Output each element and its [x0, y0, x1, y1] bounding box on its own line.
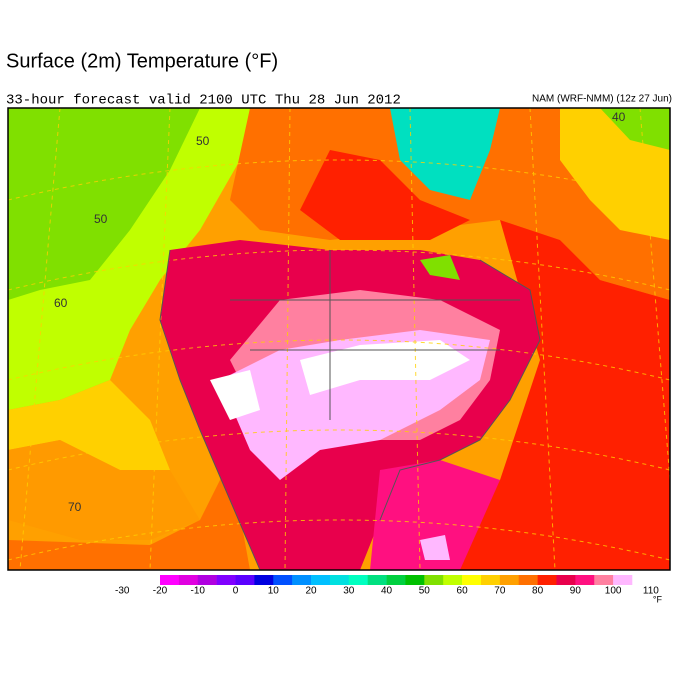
- colorbar-tick-label: 40: [381, 586, 393, 597]
- color-swatch: [537, 575, 557, 585]
- title: Surface (2m) Temperature (°F): [6, 50, 278, 72]
- color-swatch: [613, 575, 633, 585]
- colorbar: -30 -20 -10 0 10 20 30 40 50 60 70 80 90 100 110: [115, 575, 659, 597]
- color-swatch: [254, 575, 274, 585]
- contour-label: 70: [68, 500, 82, 514]
- color-swatch: [575, 575, 595, 585]
- contour-label: 40: [612, 110, 626, 124]
- colorbar-tick-label: -10: [191, 586, 206, 597]
- colorbar-tick-label: 10: [268, 586, 280, 597]
- color-swatch: [178, 575, 199, 585]
- color-swatch: [424, 575, 444, 585]
- color-swatch: [160, 575, 180, 585]
- colorbar-tick-label: 30: [343, 586, 355, 597]
- color-swatch: [367, 575, 387, 585]
- map: 50 60 70 40 50: [7, 107, 671, 571]
- color-swatch: [292, 575, 312, 585]
- colorbar-tick-label: 0: [233, 586, 239, 597]
- color-swatch: [594, 575, 614, 585]
- colorbar-tick-label: 90: [570, 586, 582, 597]
- colorbar-tick-label: 50: [419, 586, 431, 597]
- colorbar-tick-label: -30: [115, 586, 130, 597]
- color-swatch: [216, 575, 236, 585]
- colorbar-tick-label: 70: [494, 586, 506, 597]
- contour-label: 60: [54, 296, 68, 310]
- colorbar-tick-label: 20: [305, 586, 317, 597]
- color-swatch: [443, 575, 463, 585]
- color-swatch: [386, 575, 406, 585]
- color-swatch: [462, 575, 482, 585]
- color-swatch: [480, 575, 501, 585]
- colorbar-tick-label: 60: [457, 586, 469, 597]
- color-swatch: [329, 575, 350, 585]
- subtitle: 33-hour forecast valid 2100 UTC Thu 28 J…: [6, 93, 401, 109]
- color-swatch: [311, 575, 331, 585]
- color-swatch: [518, 575, 538, 585]
- color-swatch: [197, 575, 217, 585]
- colorbar-tick-label: 80: [532, 586, 544, 597]
- model-label: NAM (WRF-NMM) (12z 27 Jun): [532, 94, 672, 105]
- color-swatch: [348, 575, 368, 585]
- contour-label: 50: [94, 212, 108, 226]
- colorbar-tick-label: -20: [153, 586, 168, 597]
- color-swatch: [556, 575, 576, 585]
- color-swatch: [405, 575, 425, 585]
- colorbar-tick-label: 100: [605, 586, 622, 597]
- colorbar-unit: °F: [653, 594, 663, 604]
- contour-label: 50: [196, 134, 210, 148]
- colorbar-tick-label: 110: [643, 586, 659, 597]
- color-swatch: [273, 575, 293, 585]
- color-swatch: [235, 575, 255, 585]
- color-swatch: [499, 575, 520, 585]
